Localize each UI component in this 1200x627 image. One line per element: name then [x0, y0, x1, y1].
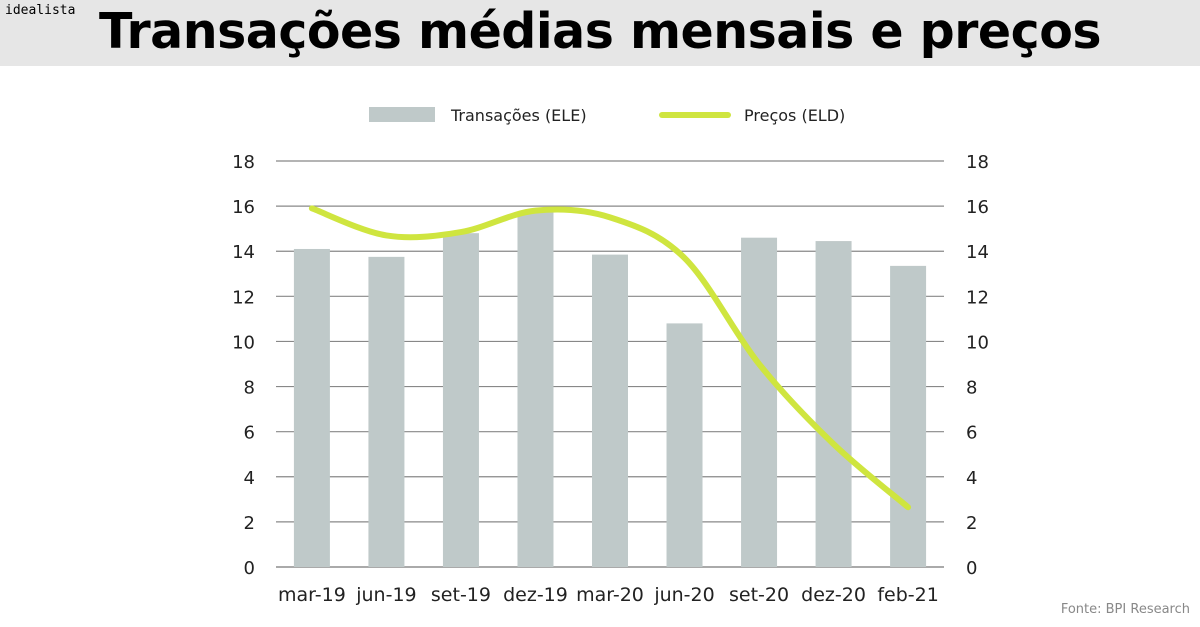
- x-tick-label: set-20: [729, 584, 789, 606]
- y-tick-left: 14: [232, 242, 255, 263]
- header-bar: idealista Transações médias mensais e pr…: [0, 0, 1200, 66]
- line-precos: [308, 205, 912, 511]
- bar-set-20: [741, 237, 778, 567]
- x-tick-label: jun-19: [355, 584, 416, 606]
- y-tick-right: 6: [966, 423, 977, 444]
- bar-dez-19: [517, 211, 554, 567]
- bar-mar-19: [293, 248, 330, 567]
- chart-title: Transações médias mensais e preços: [98, 3, 1102, 60]
- legend: Transações (ELE) Preços (ELD): [369, 106, 845, 125]
- x-tick-label: mar-19: [278, 584, 346, 606]
- legend-label-transacoes: Transações (ELE): [450, 106, 587, 125]
- bar-jun-20: [666, 323, 703, 567]
- bar-dez-20: [815, 241, 852, 568]
- bar-jun-19: [368, 256, 405, 567]
- y-tick-left: 12: [232, 287, 255, 308]
- y-tick-right: 10: [966, 332, 989, 353]
- y-tick-left: 0: [244, 558, 255, 579]
- x-tick-label: dez-19: [503, 584, 568, 606]
- y-tick-right: 14: [966, 242, 989, 263]
- y-tick-left: 4: [244, 468, 255, 489]
- y-tick-left: 16: [232, 197, 255, 218]
- x-tick-label: dez-20: [801, 584, 866, 606]
- y-tick-right: 12: [966, 287, 989, 308]
- y-tick-right: 18: [966, 152, 989, 173]
- x-tick-label: feb-21: [877, 584, 938, 606]
- bar-set-19: [442, 233, 479, 567]
- y-tick-left: 8: [244, 378, 255, 399]
- legend-swatch-transacoes: [369, 107, 435, 122]
- y-tick-left: 10: [232, 332, 255, 353]
- y-tick-right: 16: [966, 197, 989, 218]
- y-tick-right: 4: [966, 468, 977, 489]
- x-tick-label: mar-20: [576, 584, 644, 606]
- legend-label-precos: Preços (ELD): [744, 106, 845, 125]
- x-tick-label: jun-20: [653, 584, 714, 606]
- y-tick-left: 18: [232, 152, 255, 173]
- y-tick-right: 2: [966, 513, 977, 534]
- source-note: Fonte: BPI Research: [1060, 602, 1190, 617]
- bar-feb-21: [890, 265, 927, 567]
- y-tick-right: 8: [966, 378, 977, 399]
- bar-mar-20: [592, 254, 628, 567]
- y-tick-right: 0: [966, 558, 977, 579]
- y-tick-left: 2: [244, 513, 255, 534]
- brand-logo: idealista: [5, 3, 76, 18]
- x-tick-label: set-19: [431, 584, 491, 606]
- y-tick-left: 6: [244, 423, 255, 444]
